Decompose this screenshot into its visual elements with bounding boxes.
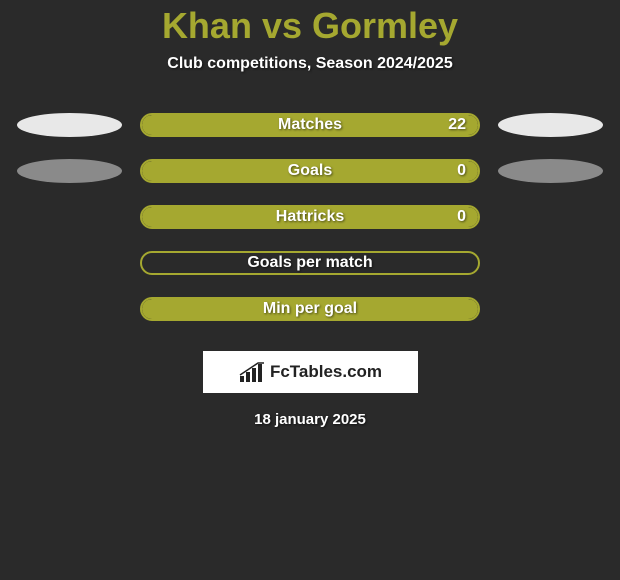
stat-row: Goals 0	[17, 159, 603, 183]
bar-chart-icon	[238, 362, 266, 382]
stat-bar: Goals per match	[140, 251, 480, 275]
right-marker	[498, 297, 603, 321]
left-marker	[17, 297, 122, 321]
bar-label: Goals	[288, 162, 332, 180]
bar-value: 0	[457, 162, 466, 180]
stat-bar: Goals 0	[140, 159, 480, 183]
stat-row: Hattricks 0	[17, 205, 603, 229]
right-marker	[498, 159, 603, 183]
right-marker	[498, 251, 603, 275]
footer-date: 18 january 2025	[254, 411, 366, 428]
stat-bar: Min per goal	[140, 297, 480, 321]
bar-value: 0	[457, 208, 466, 226]
stat-row: Goals per match	[17, 251, 603, 275]
bar-label: Goals per match	[247, 254, 372, 272]
left-marker	[17, 159, 122, 183]
page-title: Khan vs Gormley	[162, 5, 458, 47]
stat-row: Matches 22	[17, 113, 603, 137]
chart-container: Khan vs Gormley Club competitions, Seaso…	[0, 0, 620, 428]
stat-row: Min per goal	[17, 297, 603, 321]
right-marker	[498, 113, 603, 137]
stat-bar: Matches 22	[140, 113, 480, 137]
brand-text: FcTables.com	[270, 362, 382, 382]
left-marker	[17, 205, 122, 229]
stat-bar: Hattricks 0	[140, 205, 480, 229]
left-marker	[17, 251, 122, 275]
bar-label: Matches	[278, 116, 342, 134]
bar-label: Hattricks	[276, 208, 344, 226]
page-subtitle: Club competitions, Season 2024/2025	[167, 55, 452, 73]
right-marker	[498, 205, 603, 229]
bar-label: Min per goal	[263, 300, 357, 318]
rows-container: Matches 22 Goals 0 Hattricks 0 Goals per match…	[17, 113, 603, 343]
bar-value: 22	[448, 116, 466, 134]
brand-badge: FcTables.com	[203, 351, 418, 393]
left-marker	[17, 113, 122, 137]
